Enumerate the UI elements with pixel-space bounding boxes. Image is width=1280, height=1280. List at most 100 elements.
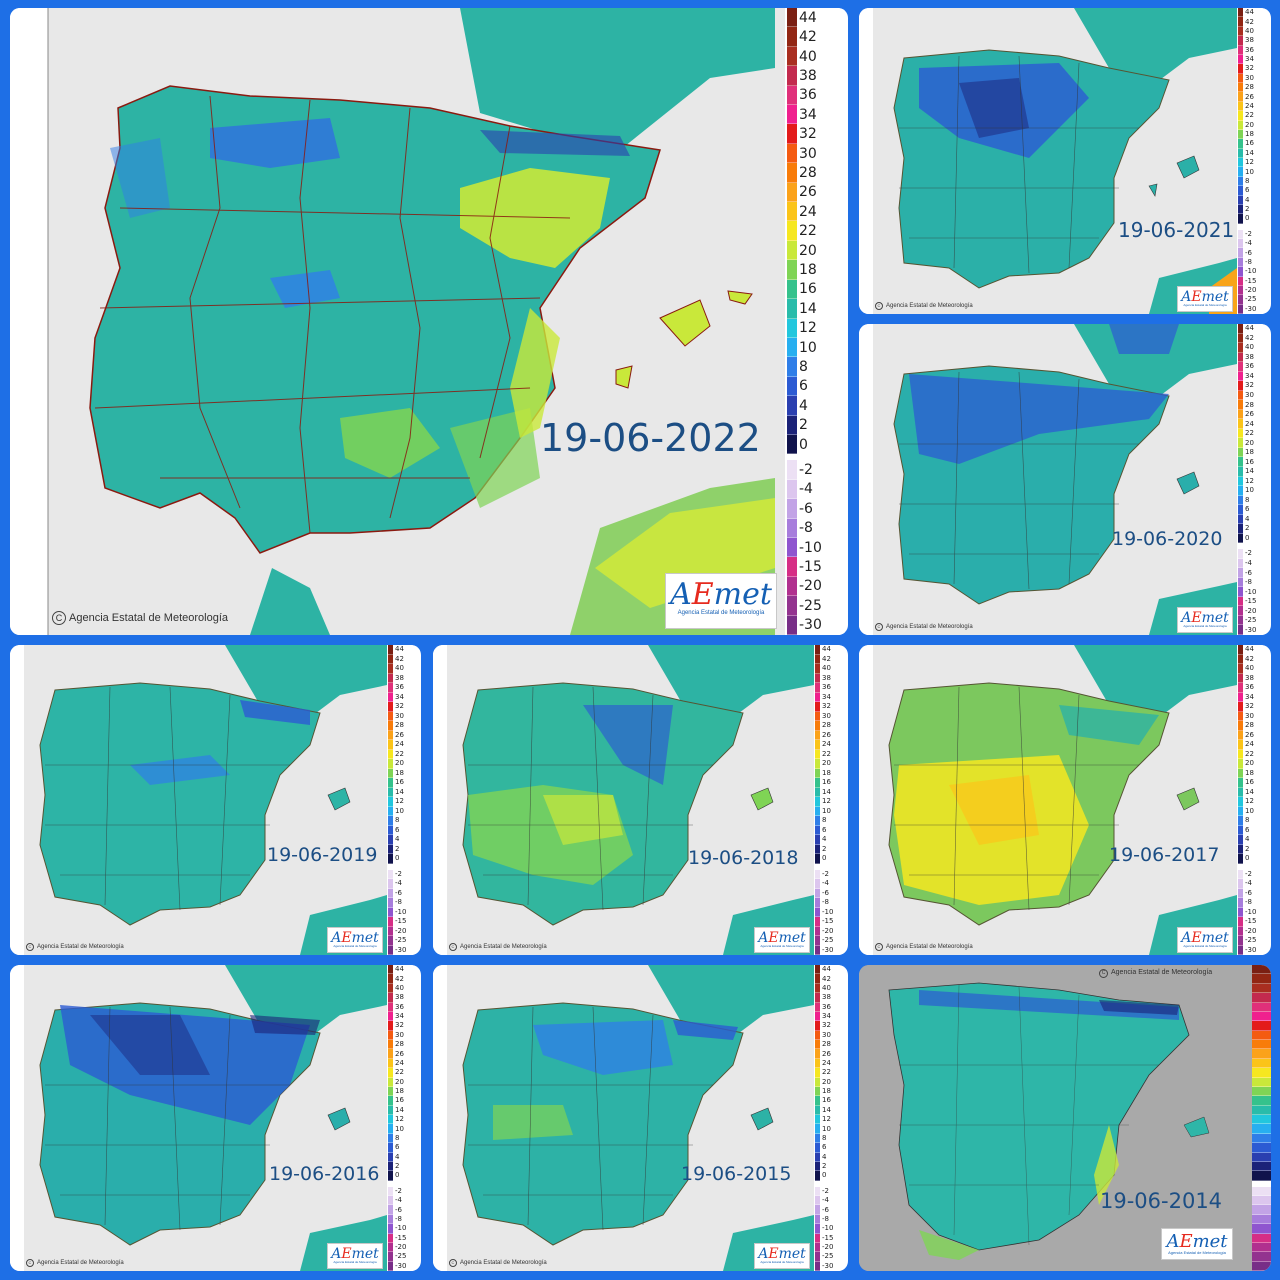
legend-swatch bbox=[1238, 295, 1243, 305]
legend-swatch bbox=[1238, 371, 1243, 382]
legend-row bbox=[1252, 1161, 1271, 1172]
legend-row: 16 bbox=[388, 778, 420, 788]
legend-label: 10 bbox=[799, 339, 817, 356]
legend-swatch bbox=[815, 835, 820, 845]
legend-swatch bbox=[815, 917, 820, 927]
legend-swatch bbox=[1238, 26, 1243, 37]
legend-swatch bbox=[1238, 73, 1243, 83]
legend-swatch bbox=[815, 1252, 820, 1262]
legend-row: 4 bbox=[815, 835, 847, 845]
legend-row: 12 bbox=[787, 318, 845, 338]
legend-row: 38 bbox=[815, 673, 847, 683]
legend-swatch bbox=[1238, 390, 1243, 401]
legend-row: 6 bbox=[1238, 825, 1270, 835]
legend-swatch bbox=[1252, 1242, 1271, 1253]
legend-row: -6 bbox=[787, 499, 845, 519]
legend-swatch bbox=[388, 778, 393, 788]
legend-label: -20 bbox=[822, 926, 834, 935]
legend-label: 32 bbox=[799, 126, 817, 143]
legend-label: 20 bbox=[799, 242, 817, 259]
legend-label: -6 bbox=[1245, 568, 1252, 577]
legend-label: -6 bbox=[1245, 248, 1252, 257]
legend-row: 0 bbox=[787, 434, 845, 455]
legend-row: -8 bbox=[787, 518, 845, 538]
legend-swatch bbox=[1238, 17, 1243, 27]
legend-swatch bbox=[388, 1030, 393, 1040]
legend-row: -6 bbox=[815, 888, 847, 898]
menorca-island bbox=[727, 290, 753, 305]
legend-row: 6 bbox=[815, 825, 847, 835]
legend-label: 4 bbox=[822, 835, 827, 844]
legend-row: 10 bbox=[1238, 806, 1270, 816]
temperature-map bbox=[859, 324, 1237, 635]
legend-swatch bbox=[815, 926, 820, 936]
legend-swatch bbox=[815, 907, 820, 917]
temperature-map bbox=[433, 645, 814, 955]
legend-label: -8 bbox=[799, 520, 813, 537]
legend-row: -10 bbox=[1238, 907, 1270, 917]
legend-row: 0 bbox=[388, 854, 420, 864]
legend-label: -10 bbox=[1245, 267, 1257, 276]
legend-row: 38 bbox=[1238, 36, 1270, 46]
legend-row: 10 bbox=[388, 1124, 420, 1134]
legend-swatch bbox=[815, 1021, 820, 1031]
legend-row: 30 bbox=[388, 1030, 420, 1040]
legend-label: 18 bbox=[395, 768, 404, 777]
legend-row: -25 bbox=[1238, 295, 1270, 305]
legend-label: 42 bbox=[1245, 17, 1254, 26]
legend-row: 40 bbox=[815, 664, 847, 674]
legend-swatch bbox=[388, 1242, 393, 1253]
legend-row: 40 bbox=[1238, 664, 1270, 674]
legend-swatch bbox=[815, 692, 820, 702]
legend-swatch bbox=[1238, 204, 1243, 215]
france-landmass bbox=[460, 8, 775, 158]
legend-row: 42 bbox=[388, 974, 420, 984]
legend-row: 22 bbox=[1238, 428, 1270, 439]
legend-swatch bbox=[1252, 1096, 1271, 1106]
legend-swatch bbox=[1252, 993, 1271, 1003]
legend-row: -30 bbox=[1238, 304, 1270, 314]
legend-swatch bbox=[1238, 711, 1243, 721]
legend-row bbox=[1252, 965, 1271, 975]
legend-swatch bbox=[388, 730, 393, 740]
legend-swatch bbox=[1252, 1133, 1271, 1144]
legend-row: 18 bbox=[787, 260, 845, 280]
legend-row bbox=[1252, 1205, 1271, 1215]
legend-swatch bbox=[1238, 936, 1243, 946]
map-panel-2022: 44 42 40 38 36 34 32 30 28 26 24 22 20 18 16 14 12 10 8 6 4 2… bbox=[10, 8, 848, 635]
legend-label: 24 bbox=[1245, 419, 1254, 428]
temperature-map bbox=[10, 8, 785, 635]
legend-label: 12 bbox=[1245, 158, 1254, 167]
legend-swatch bbox=[1238, 195, 1243, 205]
legend-row: 16 bbox=[815, 778, 847, 788]
legend-row: 20 bbox=[1238, 120, 1270, 130]
legend-swatch bbox=[815, 1152, 820, 1162]
legend-swatch bbox=[815, 1224, 820, 1234]
legend-swatch bbox=[1238, 587, 1243, 597]
legend-label: 12 bbox=[395, 797, 404, 806]
legend-label: 14 bbox=[822, 787, 831, 796]
legend-label: -8 bbox=[822, 898, 829, 907]
legend-row: 26 bbox=[1238, 92, 1270, 102]
legend-row: 24 bbox=[1238, 419, 1270, 429]
legend-swatch bbox=[388, 721, 393, 731]
legend-row: 8 bbox=[1238, 816, 1270, 826]
legend-row: 34 bbox=[787, 105, 845, 125]
legend-row: 32 bbox=[1238, 381, 1270, 391]
legend-swatch bbox=[815, 787, 820, 797]
legend-row: 0 bbox=[388, 1171, 420, 1181]
copyright-label: C Agencia Estatal de Meteorología bbox=[52, 611, 228, 625]
legend-swatch bbox=[388, 1040, 393, 1050]
legend-label: 0 bbox=[395, 854, 400, 863]
legend-swatch bbox=[787, 124, 797, 144]
legend-swatch bbox=[388, 673, 393, 683]
legend-label: 12 bbox=[1245, 476, 1254, 485]
legend-label: 36 bbox=[799, 87, 817, 104]
legend-row: -15 bbox=[1238, 276, 1270, 286]
legend-row: 2 bbox=[1238, 204, 1270, 215]
legend-row: -2 bbox=[388, 1186, 420, 1196]
legend-swatch bbox=[1238, 362, 1243, 372]
legend-label: 24 bbox=[822, 740, 831, 749]
legend-row: 14 bbox=[787, 299, 845, 319]
legend-swatch bbox=[388, 1058, 393, 1069]
